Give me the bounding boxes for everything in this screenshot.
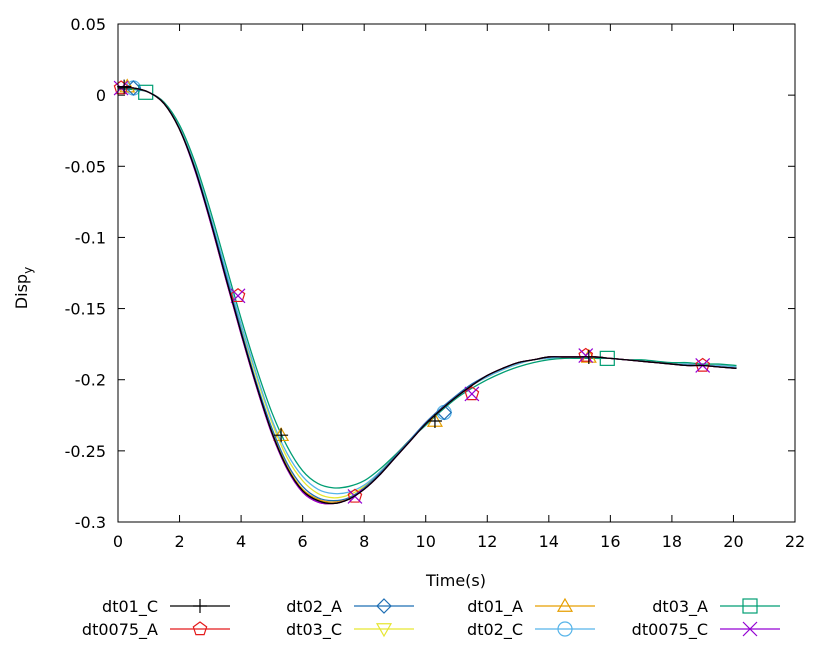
legend-label: dt0075_A xyxy=(82,620,158,640)
legend-swatch-marker xyxy=(192,621,208,636)
series-line xyxy=(117,88,737,489)
x-tick-label: 0 xyxy=(113,532,123,551)
legend-label: dt02_A xyxy=(286,597,342,617)
x-tick-label: 14 xyxy=(539,532,559,551)
legend-swatch-marker xyxy=(742,598,758,614)
y-tick-label: -0.3 xyxy=(75,513,106,532)
y-tick-label: -0.05 xyxy=(65,157,106,176)
y-axis-label: Dispy xyxy=(12,267,35,309)
legend-label: dt0075_C xyxy=(632,620,708,640)
series-dt03_C xyxy=(117,87,737,499)
data-point-marker xyxy=(427,413,442,428)
data-point-marker xyxy=(578,348,594,363)
data-point-marker xyxy=(274,428,289,443)
series-line xyxy=(117,87,737,499)
data-point-marker xyxy=(578,347,594,362)
legend-label: dt01_A xyxy=(467,597,523,617)
plot-frame xyxy=(117,23,796,523)
legend-entry-dt03_C: dt03_C xyxy=(286,620,414,640)
legend-label: dt02_C xyxy=(467,620,523,640)
series-line xyxy=(117,87,737,503)
data-point-marker xyxy=(464,386,480,401)
x-tick-label: 8 xyxy=(359,532,369,551)
series-line xyxy=(117,85,737,505)
legend-swatch-marker xyxy=(557,621,573,637)
series-dt0075_C xyxy=(113,80,737,505)
x-tick-label: 6 xyxy=(298,532,308,551)
y-tick-label: -0.2 xyxy=(75,371,106,390)
legend-label: dt01_C xyxy=(102,597,158,617)
x-tick-label: 18 xyxy=(662,532,682,551)
legend-entry-dt03_A: dt03_A xyxy=(652,597,780,617)
data-point-marker xyxy=(695,357,711,372)
data-point-marker xyxy=(230,288,246,304)
x-tick-label: 20 xyxy=(723,532,743,551)
legend-swatch-marker xyxy=(556,597,574,612)
series-dt02_C xyxy=(117,80,737,495)
x-tick-label: 12 xyxy=(477,532,497,551)
axes-layer: 0 2 4 6 8 10 12 14 16 18 20 22 0.05 0 -0.05 -0.1 -0.15 -0… xyxy=(65,15,806,551)
x-tick-label: 10 xyxy=(416,532,436,551)
series-dt01_A xyxy=(117,78,737,503)
data-point-marker xyxy=(113,80,129,95)
data-point-marker xyxy=(117,79,132,94)
y-tick-label: -0.15 xyxy=(65,300,106,319)
legend-entry-dt02_C: dt02_C xyxy=(467,620,595,640)
legend-label: dt03_C xyxy=(286,620,342,640)
y-tick-label: -0.1 xyxy=(75,228,106,247)
series-line xyxy=(117,87,737,505)
data-point-marker xyxy=(138,84,154,100)
x-tick-label: 22 xyxy=(785,532,805,551)
legend-entry-dt02_A: dt02_A xyxy=(286,597,414,617)
legend-swatch-marker xyxy=(742,621,758,637)
series-dt02_A xyxy=(117,80,737,502)
series-dt0075_A xyxy=(113,80,737,505)
x-tick-label: 16 xyxy=(600,532,620,551)
series-dt03_A xyxy=(117,84,737,489)
legend-swatch-marker xyxy=(376,598,392,614)
x-axis-label: Time(s) xyxy=(425,571,486,590)
legend-swatch-marker xyxy=(375,623,393,638)
y-tick-label: 0.05 xyxy=(70,15,106,34)
series-layer xyxy=(113,78,737,505)
x-tick-label: 2 xyxy=(174,532,184,551)
legend-label: dt03_A xyxy=(652,597,708,617)
data-point-marker xyxy=(581,349,596,364)
legend-entry-dt01_C: dt01_C xyxy=(102,597,230,617)
x-tick-label: 4 xyxy=(236,532,246,551)
series-line xyxy=(117,87,737,502)
data-point-marker xyxy=(230,288,246,303)
series-line xyxy=(117,87,737,495)
y-axis-label-subscript: y xyxy=(21,267,35,274)
series-dt01_C xyxy=(117,79,737,505)
data-point-marker xyxy=(347,488,363,503)
y-tick-label: 0 xyxy=(96,86,106,105)
data-point-marker xyxy=(436,404,453,421)
data-point-marker xyxy=(125,80,142,96)
legend-entry-dt01_A: dt01_A xyxy=(467,597,595,617)
legend-swatch-marker xyxy=(193,599,207,613)
y-tick-label: -0.25 xyxy=(65,442,106,461)
legend-entry-dt0075_C: dt0075_C xyxy=(632,620,780,640)
legend: dt01_C dt0075_A dt02_A dt03_C dt01_A dt02_C dt… xyxy=(82,597,780,640)
y-axis-label-main: Disp xyxy=(12,274,31,309)
series-line xyxy=(117,85,737,505)
legend-entry-dt0075_A: dt0075_A xyxy=(82,620,230,640)
